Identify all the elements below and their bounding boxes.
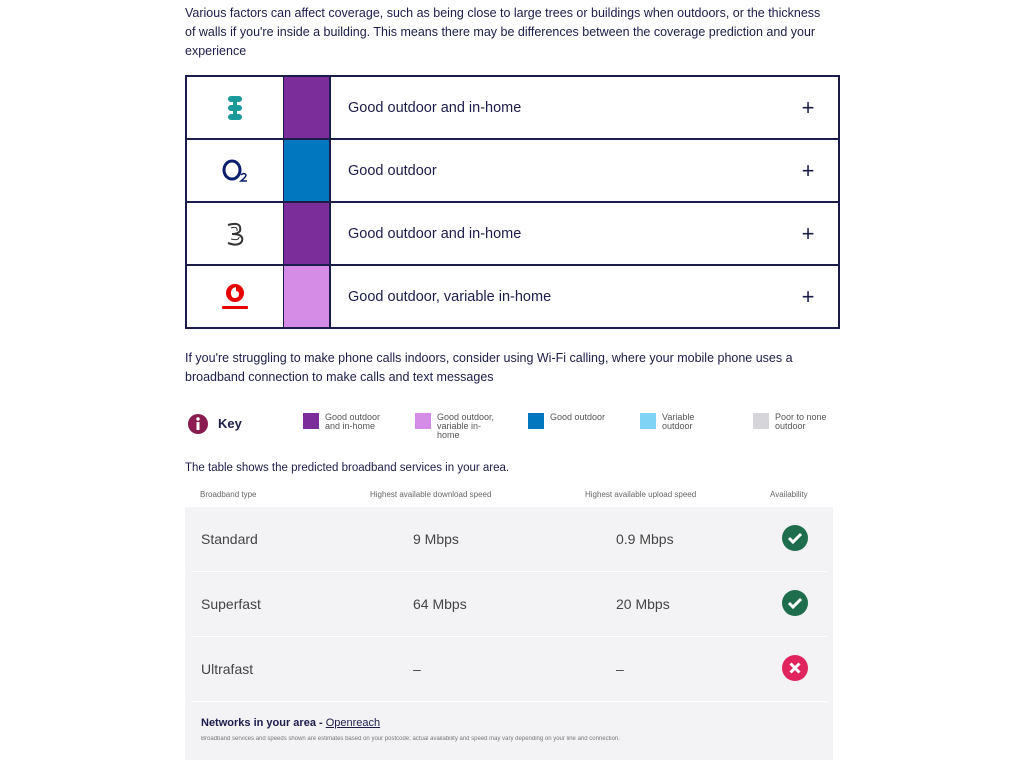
operator-logo <box>187 77 284 138</box>
coverage-row: Good outdoor and in-home + <box>187 77 838 140</box>
coverage-row: Good outdoor + <box>187 140 838 203</box>
key-label: Good outdoor and in-home <box>325 412 381 431</box>
coverage-label: Good outdoor and in-home <box>348 99 522 116</box>
expand-button[interactable]: + <box>801 94 815 120</box>
broadband-row: Ultrafast – – <box>191 637 827 702</box>
key-label: Good outdoor <box>550 412 606 422</box>
upload-speed: – <box>616 661 624 677</box>
footnote: Broadband services and speeds shown are … <box>201 736 620 742</box>
coverage-row: Good outdoor and in-home + <box>187 203 838 266</box>
operator-logo <box>187 203 284 264</box>
networks: Networks in your area - Openreach <box>201 717 380 729</box>
coverage-table: Good outdoor and in-home + Good outdoor + Go… <box>185 75 840 329</box>
key-swatch <box>640 413 656 429</box>
broadband-type: Standard <box>201 531 258 547</box>
intro-text: Various factors can affect coverage, suc… <box>185 6 821 58</box>
coverage-swatch <box>284 203 331 264</box>
key-swatch <box>415 413 431 429</box>
operator-logo <box>187 266 284 327</box>
key-item: Good outdoor <box>528 413 608 429</box>
key-label: Variable outdoor <box>662 412 695 431</box>
key-swatch <box>303 413 319 429</box>
column-header: Highest available download speed <box>370 490 492 499</box>
broadband-intro: The table shows the predicted broadband … <box>185 462 510 474</box>
key-item: Good outdoor, variable in-home <box>415 413 495 440</box>
key-swatch <box>528 413 544 429</box>
download-speed: – <box>413 661 421 677</box>
wifi-note: If you're struggling to make phone calls… <box>185 351 793 384</box>
networks-link[interactable]: Openreach <box>325 717 381 729</box>
column-header: Broadband type <box>200 490 257 499</box>
key: Key Good outdoor and in-home Good outdoor… <box>185 410 835 446</box>
upload-speed: 0.9 Mbps <box>616 531 674 547</box>
coverage-swatch <box>284 140 331 201</box>
key-item: Good outdoor and in-home <box>303 413 383 431</box>
operator-logo <box>187 140 284 201</box>
coverage-swatch <box>284 77 331 138</box>
key-label: Good outdoor, variable in-home <box>437 412 495 440</box>
expand-button[interactable]: + <box>801 157 815 183</box>
key-label: Poor to none outdoor <box>775 412 827 431</box>
info-icon <box>188 414 208 434</box>
broadband-row: Standard 9 Mbps 0.9 Mbps <box>191 507 827 572</box>
key-title: Key <box>218 416 242 431</box>
key-swatch <box>753 413 769 429</box>
coverage-row: Good outdoor, variable in-home + <box>187 266 838 329</box>
broadband-type: Ultrafast <box>201 661 254 677</box>
coverage-label: Good outdoor and in-home <box>348 225 522 242</box>
upload-speed: 20 Mbps <box>616 596 670 612</box>
download-speed: 64 Mbps <box>413 596 467 612</box>
download-speed: 9 Mbps <box>413 531 459 547</box>
broadband-table: Networks in your area - Openreach Broadb… <box>185 507 833 760</box>
coverage-label: Good outdoor, variable in-home <box>348 288 552 305</box>
expand-button[interactable]: + <box>801 220 815 246</box>
broadband-type: Superfast <box>201 596 261 612</box>
coverage-label: Good outdoor <box>348 162 437 179</box>
networks-label: Networks in your area - <box>201 717 326 729</box>
expand-button[interactable]: + <box>801 283 815 309</box>
coverage-swatch <box>284 266 331 327</box>
column-header: Highest available upload speed <box>585 490 697 499</box>
key-item: Variable outdoor <box>640 413 720 431</box>
column-header: Availability <box>770 490 808 499</box>
key-item: Poor to none outdoor <box>753 413 833 431</box>
broadband-row: Superfast 64 Mbps 20 Mbps <box>191 572 827 637</box>
